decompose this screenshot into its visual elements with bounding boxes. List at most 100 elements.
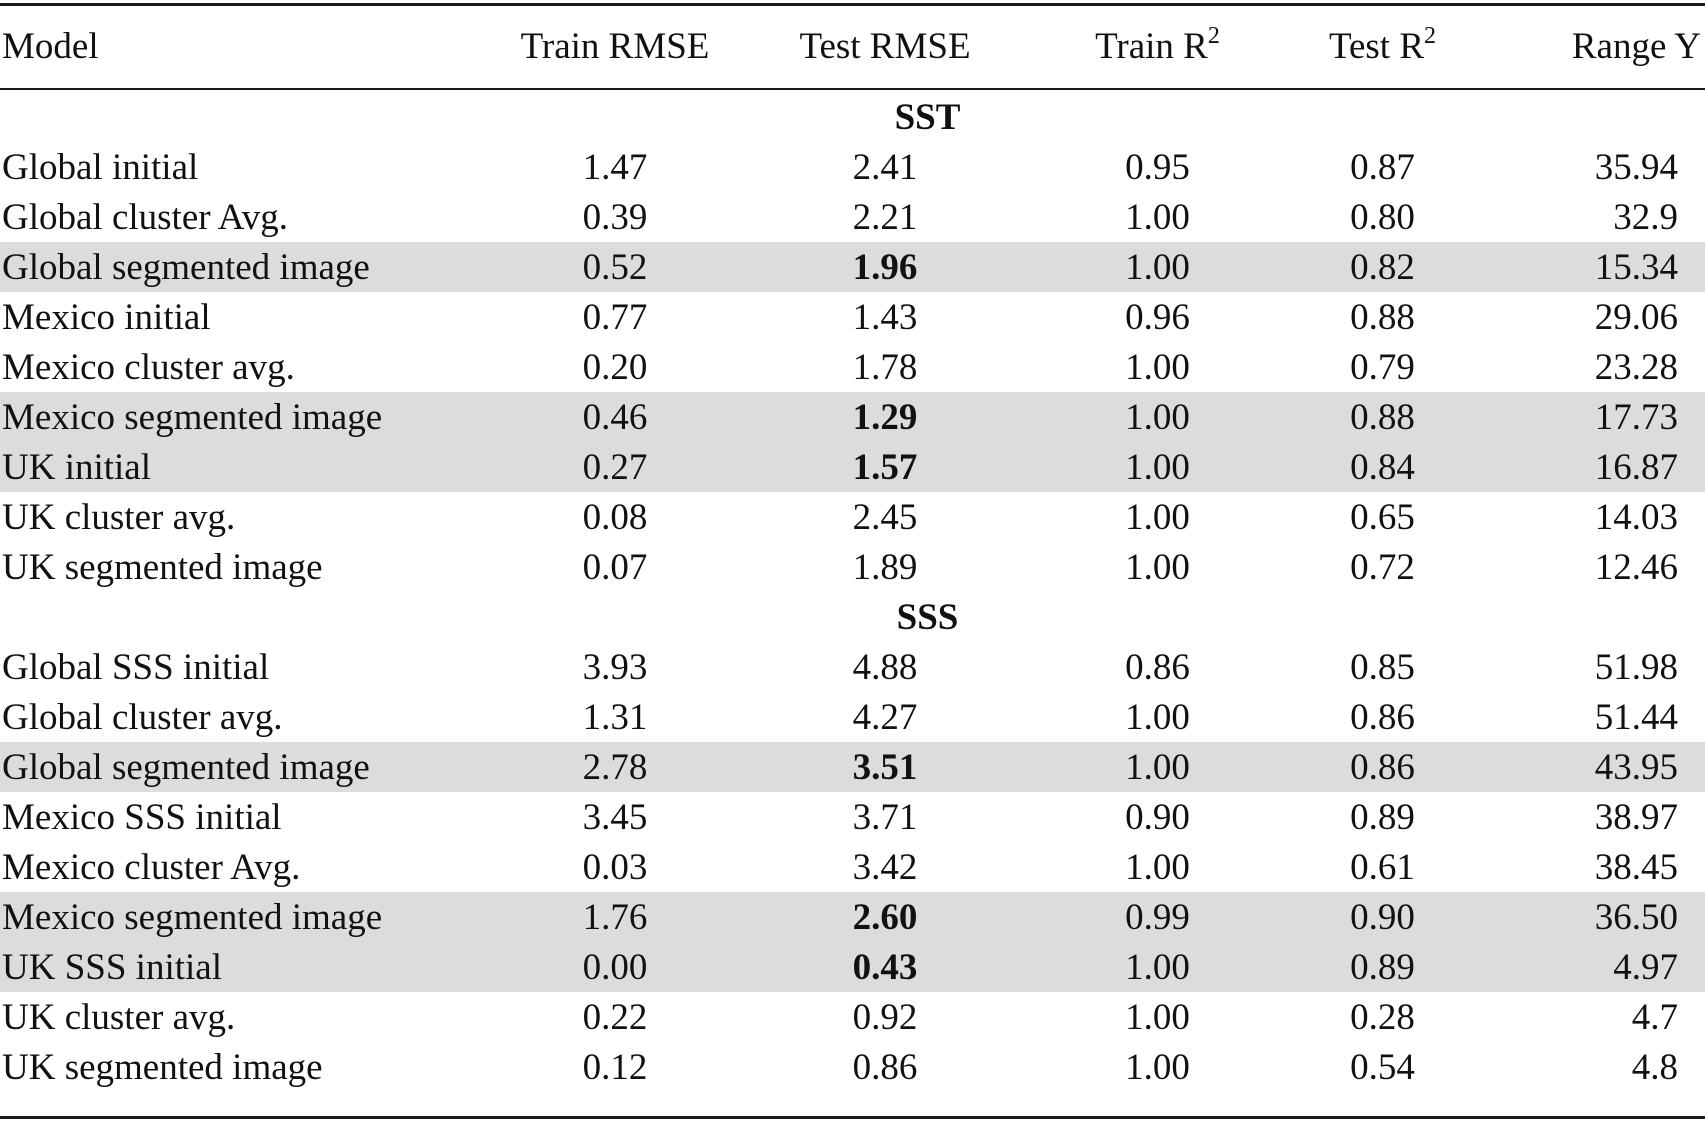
cell-range-y: 38.45 (1594, 846, 1678, 888)
cell-model: Mexico cluster avg. (2, 346, 295, 388)
cell-test-rmse: 1.78 (852, 346, 918, 388)
table-row: Mexico SSS initial 3.45 3.71 0.90 0.89 3… (0, 792, 1705, 842)
cell-train-rmse: 0.39 (582, 196, 648, 238)
cell-model: Global segmented image (0, 742, 495, 792)
cell-train-r2: 1.00 (1125, 496, 1190, 538)
table-row: UK segmented image 0.12 0.86 1.00 0.54 4… (0, 1042, 1705, 1092)
cell-train-rmse: 3.93 (582, 646, 648, 688)
cell-test-r2: 0.65 (1350, 496, 1415, 538)
cell-range-y: 15.34 (1485, 242, 1705, 292)
cell-train-r2: 1.00 (1035, 242, 1280, 292)
table-row-highlighted: UK SSS initial 0.00 0.43 1.00 0.89 4.97 (0, 942, 1705, 992)
cell-train-rmse: 0.46 (495, 392, 735, 442)
cell-train-rmse: 0.52 (495, 242, 735, 292)
cell-test-rmse: 4.88 (852, 646, 918, 688)
cell-train-rmse: 0.77 (582, 296, 648, 338)
cell-model: Global initial (2, 146, 199, 188)
cell-model: UK initial (0, 442, 495, 492)
cell-train-r2: 0.86 (1125, 646, 1190, 688)
cell-train-r2: 1.00 (1125, 1046, 1190, 1088)
cell-model: Mexico initial (2, 296, 211, 338)
cell-train-r2: 1.00 (1125, 996, 1190, 1038)
cell-test-rmse-best: 1.29 (735, 392, 1035, 442)
header-test-rmse: Test RMSE (799, 25, 971, 67)
cell-train-rmse: 0.20 (582, 346, 648, 388)
cell-test-r2: 0.89 (1280, 942, 1485, 992)
cell-model: Global cluster Avg. (2, 196, 289, 238)
section-row-sst: SST (0, 92, 1705, 142)
cell-test-rmse: 3.71 (852, 796, 918, 838)
cell-train-rmse: 2.78 (495, 742, 735, 792)
cell-train-r2: 0.96 (1125, 296, 1190, 338)
cell-test-r2: 0.72 (1350, 546, 1415, 588)
cell-train-rmse: 1.47 (582, 146, 648, 188)
cell-test-rmse: 1.89 (852, 546, 918, 588)
cell-test-rmse: 3.42 (852, 846, 918, 888)
table-header: Model Train RMSE Test RMSE Train R2 Test… (0, 0, 1705, 92)
header-train-rmse: Train RMSE (520, 25, 710, 67)
table-row-highlighted: Mexico segmented image 1.76 2.60 0.99 0.… (0, 892, 1705, 942)
cell-train-r2: 1.00 (1035, 942, 1280, 992)
cell-test-rmse: 0.92 (852, 996, 918, 1038)
cell-train-r2: 1.00 (1125, 846, 1190, 888)
cell-train-rmse: 0.27 (495, 442, 735, 492)
cell-test-r2: 0.28 (1350, 996, 1415, 1038)
cell-range-y: 4.8 (1631, 1046, 1678, 1088)
cell-test-r2: 0.84 (1280, 442, 1485, 492)
cell-test-r2: 0.82 (1280, 242, 1485, 292)
cell-range-y: 4.7 (1631, 996, 1678, 1038)
cell-model: Mexico segmented image (0, 892, 495, 942)
table-row: Mexico cluster avg. 0.20 1.78 1.00 0.79 … (0, 342, 1705, 392)
section-label: SST (894, 96, 961, 138)
table-row-highlighted: UK initial 0.27 1.57 1.00 0.84 16.87 (0, 442, 1705, 492)
cell-train-rmse: 3.45 (582, 796, 648, 838)
cell-test-r2: 0.88 (1280, 392, 1485, 442)
cell-train-rmse: 1.31 (582, 696, 648, 738)
section-row-sss: SSS (0, 592, 1705, 642)
header-train-r2-sup: 2 (1207, 22, 1220, 49)
table-row: Global cluster Avg. 0.39 2.21 1.00 0.80 … (0, 192, 1705, 242)
table-row-highlighted: Global segmented image 2.78 3.51 1.00 0.… (0, 742, 1705, 792)
table-row: UK cluster avg. 0.22 0.92 1.00 0.28 4.7 (0, 992, 1705, 1042)
table-row: Mexico cluster Avg. 0.03 3.42 1.00 0.61 … (0, 842, 1705, 892)
table-bottom-rule (0, 1116, 1705, 1119)
cell-train-r2: 1.00 (1035, 442, 1280, 492)
header-row: Model Train RMSE Test RMSE Train R2 Test… (0, 0, 1705, 92)
cell-test-r2: 0.89 (1350, 796, 1415, 838)
table-row: Mexico initial 0.77 1.43 0.96 0.88 29.06 (0, 292, 1705, 342)
cell-test-rmse-best: 2.60 (735, 892, 1035, 942)
table-row: Global SSS initial 3.93 4.88 0.86 0.85 5… (0, 642, 1705, 692)
cell-train-r2: 0.99 (1035, 892, 1280, 942)
cell-range-y: 43.95 (1485, 742, 1705, 792)
cell-model: Global segmented image (0, 242, 495, 292)
cell-test-rmse-best: 0.43 (735, 942, 1035, 992)
header-train-r2: Train R2 (1035, 0, 1280, 92)
cell-test-r2: 0.61 (1350, 846, 1415, 888)
cell-model: Global SSS initial (2, 646, 270, 688)
cell-test-rmse-best: 1.96 (735, 242, 1035, 292)
cell-range-y: 12.46 (1594, 546, 1678, 588)
cell-range-y: 51.44 (1594, 696, 1678, 738)
table-body: SST Global initial 1.47 2.41 0.95 0.87 3… (0, 92, 1705, 1092)
cell-train-r2: 1.00 (1035, 742, 1280, 792)
cell-test-rmse: 2.21 (852, 196, 918, 238)
cell-train-r2: 1.00 (1125, 346, 1190, 388)
section-label: SSS (896, 596, 959, 638)
cell-train-r2: 1.00 (1035, 392, 1280, 442)
table-row: Global initial 1.47 2.41 0.95 0.87 35.94 (0, 142, 1705, 192)
cell-test-r2: 0.85 (1350, 646, 1415, 688)
cell-train-rmse: 0.07 (582, 546, 648, 588)
header-test-r2: Test R2 (1280, 0, 1485, 92)
header-test-r2-base: Test R (1328, 25, 1425, 67)
cell-range-y: 29.06 (1594, 296, 1678, 338)
cell-test-rmse: 2.41 (852, 146, 918, 188)
cell-range-y: 35.94 (1594, 146, 1678, 188)
results-table: Model Train RMSE Test RMSE Train R2 Test… (0, 0, 1705, 1092)
cell-train-rmse: 0.08 (582, 496, 648, 538)
cell-train-r2: 1.00 (1125, 196, 1190, 238)
table-row: UK segmented image 0.07 1.89 1.00 0.72 1… (0, 542, 1705, 592)
table-row-highlighted: Global segmented image 0.52 1.96 1.00 0.… (0, 242, 1705, 292)
cell-train-rmse: 0.03 (582, 846, 648, 888)
cell-test-r2: 0.87 (1350, 146, 1415, 188)
header-bottom-rule (0, 88, 1705, 90)
